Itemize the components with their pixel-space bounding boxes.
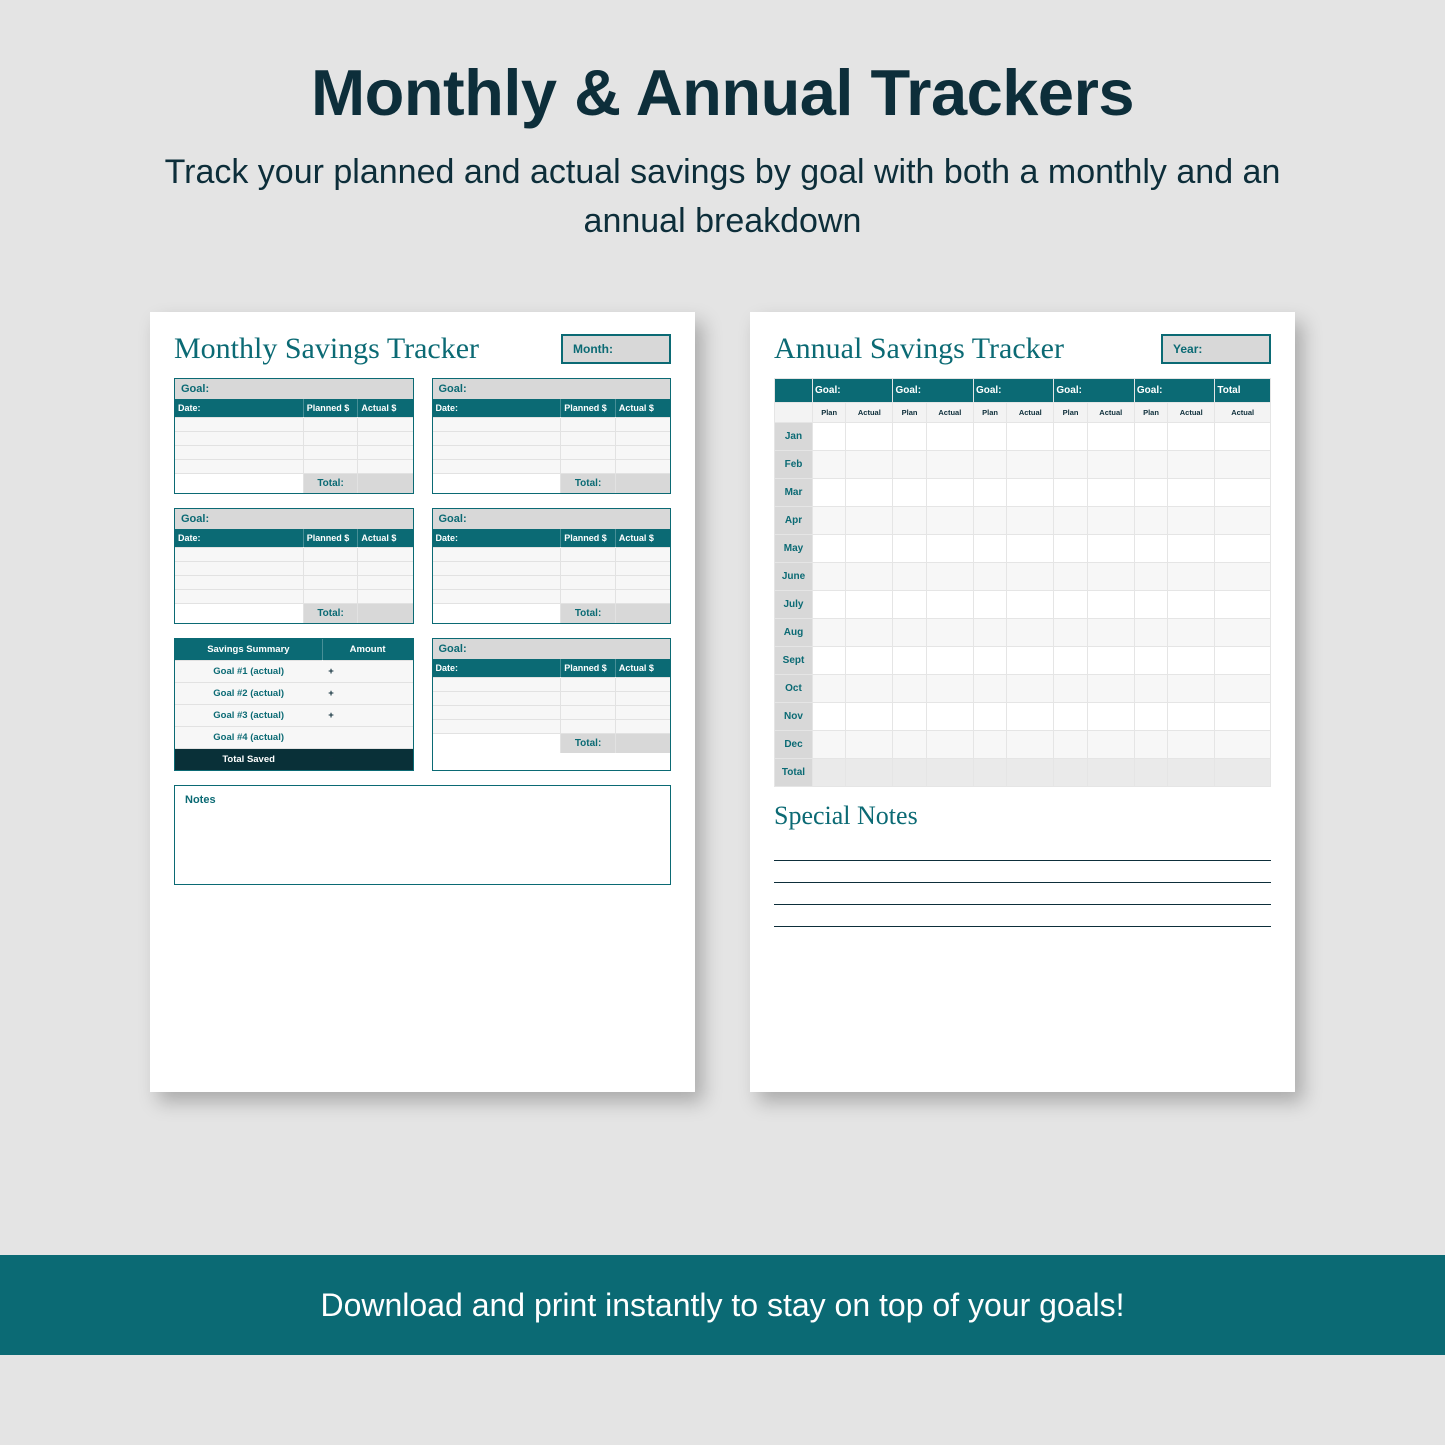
total-label: Total:	[303, 473, 358, 493]
annual-month-label: Jan	[775, 422, 813, 450]
annual-month-label: Oct	[775, 674, 813, 702]
col-date: Date:	[433, 659, 561, 678]
cta-banner: Download and print instantly to stay on …	[0, 1255, 1445, 1355]
summary-row-label: Goal #4 (actual)	[175, 726, 322, 748]
goal-card: Goal: Date: Planned $ Actual $ Total:	[432, 508, 672, 624]
annual-total-row-label: Total	[775, 758, 813, 786]
total-label: Total:	[561, 733, 616, 753]
annual-month-label: Dec	[775, 730, 813, 758]
annual-goal-header: Goal:	[1134, 378, 1214, 402]
annual-month-label: July	[775, 590, 813, 618]
annual-sub-actual: Actual	[926, 402, 973, 422]
col-planned: Planned $	[561, 399, 616, 418]
summary-header-left: Savings Summary	[175, 639, 322, 661]
annual-sub-actual: Actual	[1087, 402, 1134, 422]
summary-header-right: Amount	[322, 639, 412, 661]
page-title: Monthly & Annual Trackers	[0, 55, 1445, 130]
annual-month-label: Feb	[775, 450, 813, 478]
goal-card: Goal: Date: Planned $ Actual $ Total:	[432, 638, 672, 771]
annual-title: Annual Savings Tracker	[774, 334, 1064, 364]
summary-row-label: Goal #3 (actual)	[175, 704, 322, 726]
annual-corner	[775, 378, 813, 402]
col-actual: Actual $	[358, 529, 413, 548]
summary-row-op	[322, 726, 412, 748]
annual-sub-actual: Actual	[1168, 402, 1215, 422]
goal-label: Goal:	[433, 639, 671, 659]
col-planned: Planned $	[303, 399, 358, 418]
monthly-title: Monthly Savings Tracker	[174, 334, 479, 364]
annual-sub-actual: Actual	[846, 402, 893, 422]
summary-card: Savings Summary Amount Goal #1 (actual)+…	[174, 638, 414, 771]
col-actual: Actual $	[615, 529, 670, 548]
summary-row-label: Goal #1 (actual)	[175, 660, 322, 682]
total-saved-label: Total Saved	[175, 748, 322, 770]
annual-sub-plan: Plan	[893, 402, 926, 422]
summary-row-op: +	[322, 660, 412, 682]
summary-row-op: +	[322, 704, 412, 726]
summary-row-op: +	[322, 682, 412, 704]
monthly-page: Monthly Savings Tracker Month: Goal: Dat…	[150, 312, 695, 1092]
special-notes-title: Special Notes	[774, 803, 1271, 829]
goal-label: Goal:	[175, 379, 413, 399]
annual-sub-plan: Plan	[1134, 402, 1167, 422]
annual-goal-header: Goal:	[973, 378, 1053, 402]
annual-sub-actual: Actual	[1007, 402, 1054, 422]
annual-sub-blank	[775, 402, 813, 422]
col-date: Date:	[433, 399, 561, 418]
annual-sub-plan: Plan	[1054, 402, 1087, 422]
col-planned: Planned $	[561, 659, 616, 678]
year-field: Year:	[1161, 334, 1271, 364]
annual-goal-header: Goal:	[893, 378, 973, 402]
col-planned: Planned $	[303, 529, 358, 548]
annual-goal-header: Goal:	[1054, 378, 1134, 402]
hero: Monthly & Annual Trackers Track your pla…	[0, 0, 1445, 247]
note-line	[774, 839, 1271, 861]
col-actual: Actual $	[615, 399, 670, 418]
pages-row: Monthly Savings Tracker Month: Goal: Dat…	[0, 312, 1445, 1092]
annual-month-label: Nov	[775, 702, 813, 730]
annual-page: Annual Savings Tracker Year: Goal:Goal:G…	[750, 312, 1295, 1092]
annual-sub-plan: Plan	[813, 402, 846, 422]
summary-row-label: Goal #2 (actual)	[175, 682, 322, 704]
goal-label: Goal:	[175, 509, 413, 529]
goal-card: Goal: Date: Planned $ Actual $ Total:	[174, 378, 414, 494]
total-saved-op: =	[322, 748, 412, 770]
special-notes: Special Notes	[774, 803, 1271, 927]
total-label: Total:	[561, 473, 616, 493]
note-line	[774, 905, 1271, 927]
notes-box: Notes	[174, 785, 671, 885]
note-line	[774, 883, 1271, 905]
annual-month-label: June	[775, 562, 813, 590]
notes-label: Notes	[185, 794, 216, 806]
col-actual: Actual $	[615, 659, 670, 678]
month-field: Month:	[561, 334, 671, 364]
goal-label: Goal:	[433, 509, 671, 529]
annual-total-header: Total	[1215, 378, 1271, 402]
goal-card: Goal: Date: Planned $ Actual $ Total:	[174, 508, 414, 624]
total-label: Total:	[303, 603, 358, 623]
goal-label: Goal:	[433, 379, 671, 399]
annual-table: Goal:Goal:Goal:Goal:Goal:TotalPlanActual…	[774, 378, 1271, 787]
annual-month-label: Apr	[775, 506, 813, 534]
page-subtitle: Track your planned and actual savings by…	[0, 148, 1445, 247]
annual-sub-actual: Actual	[1215, 402, 1271, 422]
goal-card: Goal: Date: Planned $ Actual $ Total:	[432, 378, 672, 494]
col-date: Date:	[175, 399, 303, 418]
col-actual: Actual $	[358, 399, 413, 418]
annual-month-label: Aug	[775, 618, 813, 646]
total-label: Total:	[561, 603, 616, 623]
col-planned: Planned $	[561, 529, 616, 548]
annual-month-label: Sept	[775, 646, 813, 674]
col-date: Date:	[433, 529, 561, 548]
annual-month-label: May	[775, 534, 813, 562]
note-line	[774, 861, 1271, 883]
annual-goal-header: Goal:	[813, 378, 893, 402]
col-date: Date:	[175, 529, 303, 548]
annual-month-label: Mar	[775, 478, 813, 506]
annual-sub-plan: Plan	[973, 402, 1006, 422]
cta-text: Download and print instantly to stay on …	[320, 1287, 1124, 1324]
